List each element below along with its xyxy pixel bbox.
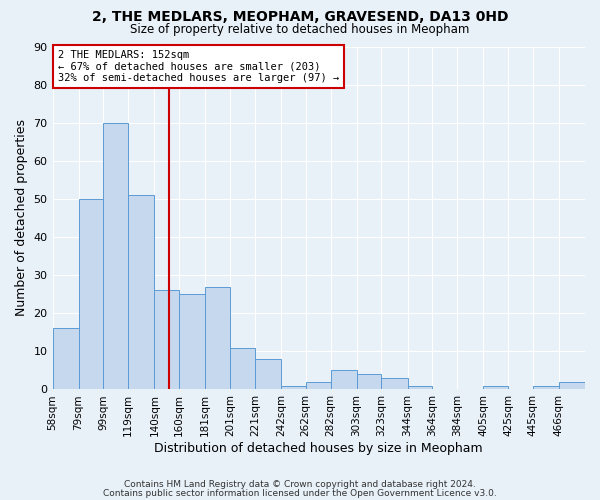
Bar [205, 286, 230, 390]
Bar [255, 359, 281, 390]
Text: Contains HM Land Registry data © Crown copyright and database right 2024.: Contains HM Land Registry data © Crown c… [124, 480, 476, 489]
Bar [230, 348, 255, 390]
Bar [356, 374, 382, 390]
Bar [382, 378, 407, 390]
Y-axis label: Number of detached properties: Number of detached properties [15, 120, 28, 316]
Text: 2, THE MEDLARS, MEOPHAM, GRAVESEND, DA13 0HD: 2, THE MEDLARS, MEOPHAM, GRAVESEND, DA13… [92, 10, 508, 24]
Bar [128, 195, 154, 390]
Text: Size of property relative to detached houses in Meopham: Size of property relative to detached ho… [130, 22, 470, 36]
X-axis label: Distribution of detached houses by size in Meopham: Distribution of detached houses by size … [154, 442, 483, 455]
Bar [559, 382, 585, 390]
Bar [306, 382, 331, 390]
Bar [154, 290, 179, 390]
Bar [179, 294, 205, 390]
Bar [103, 122, 128, 390]
Text: 2 THE MEDLARS: 152sqm
← 67% of detached houses are smaller (203)
32% of semi-det: 2 THE MEDLARS: 152sqm ← 67% of detached … [58, 50, 339, 83]
Bar [533, 386, 559, 390]
Bar [53, 328, 79, 390]
Bar [407, 386, 433, 390]
Bar [331, 370, 356, 390]
Bar [483, 386, 508, 390]
Bar [281, 386, 306, 390]
Bar [79, 199, 103, 390]
Text: Contains public sector information licensed under the Open Government Licence v3: Contains public sector information licen… [103, 488, 497, 498]
